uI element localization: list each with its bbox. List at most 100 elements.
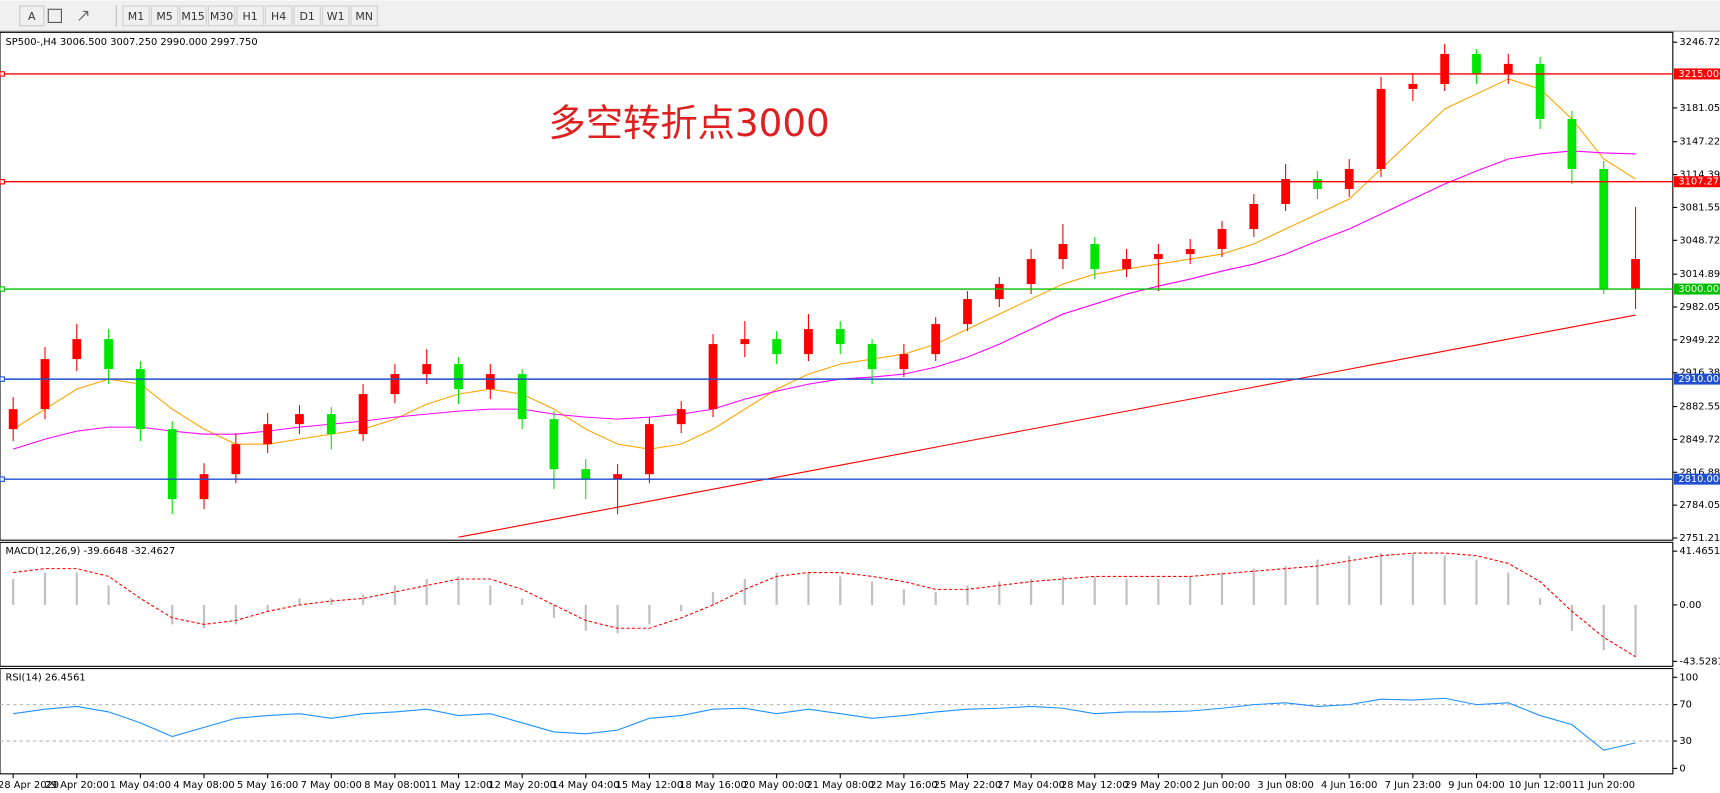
macd-histogram <box>1443 555 1446 605</box>
x-tick-label: 7 May 00:00 <box>301 780 362 791</box>
timeframe-label[interactable]: MN <box>355 10 373 23</box>
macd-histogram <box>139 604 142 606</box>
macd-histogram <box>870 581 874 605</box>
candle-body <box>72 339 82 360</box>
candle-body <box>1249 204 1259 230</box>
timeframe-button[interactable] <box>150 5 179 27</box>
line-price-label: 2910.000 <box>1678 374 1720 385</box>
line-price-label: 3000.000 <box>1678 284 1720 295</box>
timeframe-label[interactable]: H4 <box>271 10 286 23</box>
x-tick-label: 25 May 22:00 <box>934 780 1002 791</box>
line-price-label: 3107.273 <box>1678 177 1720 188</box>
line-handle <box>0 71 5 77</box>
candle-body <box>740 339 750 345</box>
timeframe-button[interactable] <box>350 5 378 27</box>
timeframe-label[interactable]: M30 <box>210 10 233 23</box>
line-price-label: 2810.000 <box>1678 474 1720 485</box>
timeframe-label[interactable]: M5 <box>156 10 172 23</box>
x-tick-label: 12 May 20:00 <box>488 780 556 791</box>
macd-histogram <box>234 604 237 625</box>
macd-histogram <box>1220 572 1224 605</box>
y-tick-label: -43.5281 <box>1679 656 1720 667</box>
timeframe-button[interactable] <box>122 5 150 27</box>
timeframe-label[interactable]: D1 <box>299 10 314 23</box>
y-tick-label: 3048.720 <box>1679 235 1720 246</box>
timeframe-button[interactable] <box>179 5 207 27</box>
macd-histogram <box>1411 553 1414 605</box>
macd-histogram <box>648 604 651 625</box>
candle-body <box>104 339 113 370</box>
timeframe-label[interactable]: M1 <box>128 10 144 23</box>
x-tick-label: 4 May 08:00 <box>173 780 234 791</box>
timeframe-button[interactable] <box>207 5 236 27</box>
macd-signal <box>13 552 1636 658</box>
arrow-tool-icon[interactable] <box>78 10 89 21</box>
y-tick-label: 100 <box>1679 672 1698 683</box>
macd-histogram <box>1125 578 1128 605</box>
candle-body <box>390 374 400 395</box>
macd-histogram <box>1093 576 1096 605</box>
y-tick-label: 2816.885 <box>1679 467 1720 478</box>
candle-body <box>963 299 972 325</box>
macd-histogram <box>425 578 428 605</box>
macd-histogram <box>1061 576 1065 605</box>
macd-histogram <box>75 572 78 605</box>
macd-histogram <box>1539 598 1542 605</box>
annotation: 多空转折点3000 <box>548 101 829 145</box>
macd-histogram <box>1634 604 1637 657</box>
y-tick-label: 0.00 <box>1679 600 1701 611</box>
timeframe-label[interactable]: M15 <box>181 10 204 23</box>
candle-body <box>645 424 654 475</box>
line-price-tag <box>1673 373 1720 385</box>
macd-pane <box>0 541 1674 667</box>
x-tick-label: 22 May 16:00 <box>870 780 938 791</box>
macd-histogram <box>330 598 333 605</box>
macd-histogram <box>107 585 110 605</box>
timeframe-button[interactable] <box>321 5 350 27</box>
candle-body <box>1313 178 1322 190</box>
text-tool-icon[interactable] <box>47 8 62 23</box>
y-tick-label: 41.4651 <box>1679 546 1720 557</box>
tool-button[interactable] <box>19 5 45 27</box>
macd-histogram <box>1316 559 1319 605</box>
x-tick-label: 21 May 08:00 <box>806 780 874 791</box>
y-tick-label: 3081.555 <box>1679 202 1720 213</box>
line-price-tag <box>1673 473 1720 485</box>
tool-label[interactable]: A <box>28 10 36 23</box>
timeframe-label[interactable]: W1 <box>327 10 345 23</box>
y-tick-label: 2849.720 <box>1679 434 1720 445</box>
candle-body <box>199 474 209 500</box>
timeframe-label[interactable]: H1 <box>242 10 257 23</box>
x-tick-label: 28 Apr 2020 <box>0 780 59 791</box>
rsi-pane <box>0 667 1674 775</box>
macd-histogram <box>711 591 715 605</box>
candle-body <box>295 414 304 425</box>
macd-histogram <box>1570 604 1574 631</box>
candle-body <box>167 429 177 500</box>
macd-histogram <box>1602 604 1605 651</box>
timeframe-button[interactable] <box>236 5 264 27</box>
candle-body <box>1090 244 1100 270</box>
line-price-tag <box>1673 283 1720 295</box>
macd-histogram <box>521 598 524 605</box>
timeframe-button[interactable] <box>264 5 293 27</box>
candle-body <box>676 409 686 425</box>
macd-histogram <box>1030 578 1033 605</box>
candle-body <box>1185 249 1195 255</box>
x-tick-label: 9 Jun 04:00 <box>1448 780 1504 791</box>
moving-average <box>12 78 1636 450</box>
line-handle <box>0 286 5 292</box>
macd-histogram <box>616 604 619 634</box>
y-tick-label: 2882.555 <box>1679 402 1720 413</box>
candle-body <box>613 474 622 480</box>
x-tick-label: 3 Jun 08:00 <box>1257 780 1313 791</box>
macd-histogram <box>1475 559 1478 605</box>
candle-body <box>136 369 145 430</box>
macd-histogram <box>171 604 174 625</box>
timeframe-button[interactable] <box>293 5 321 27</box>
candle-body <box>708 344 718 410</box>
macd-histogram <box>902 589 905 605</box>
x-tick-label: 15 May 12:00 <box>616 780 684 791</box>
candle-body <box>994 284 1004 300</box>
